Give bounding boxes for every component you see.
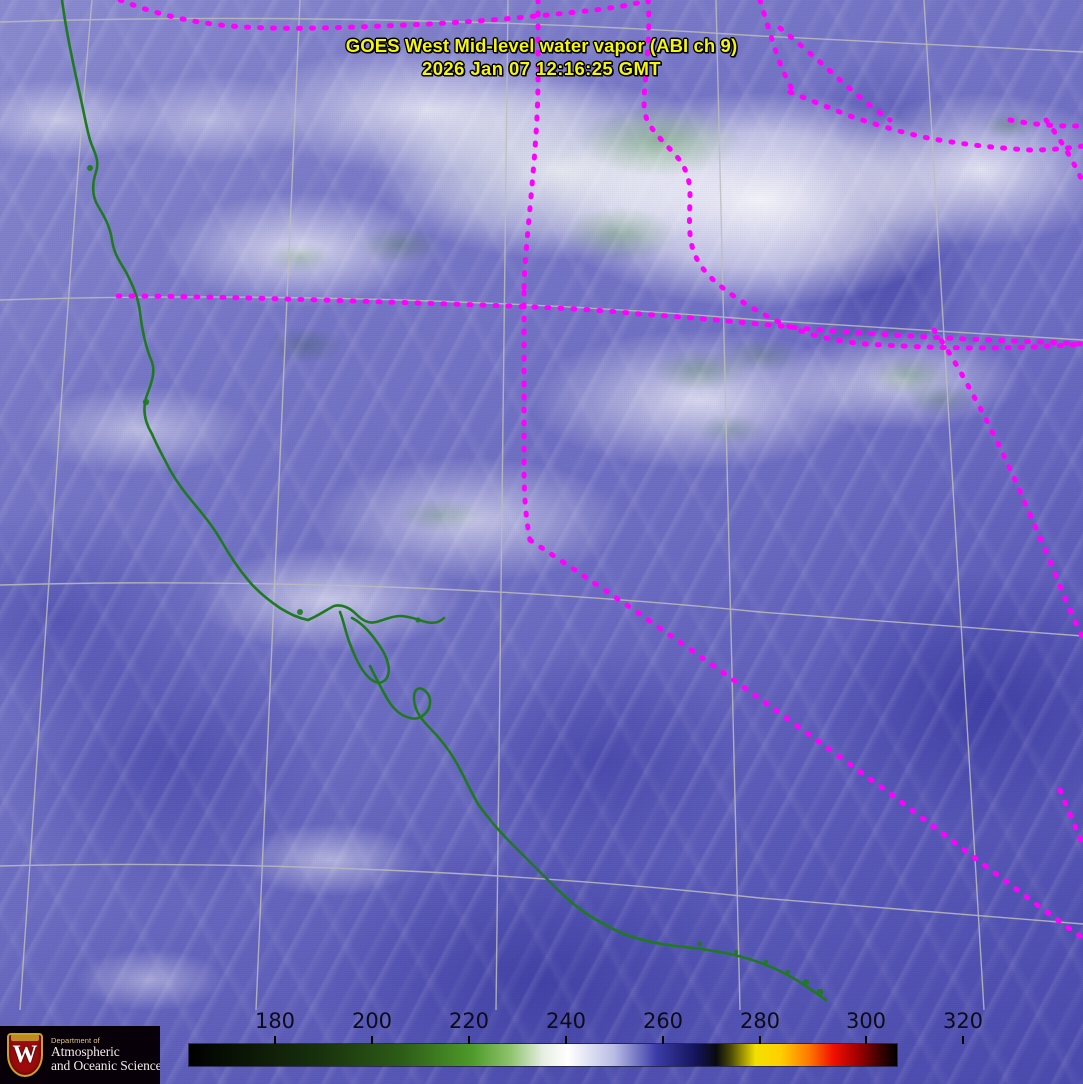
colorbar-tick-label: 180 <box>254 1009 296 1033</box>
border-arizona-utah <box>931 327 1083 641</box>
grid-parallel <box>0 863 1083 925</box>
border-montana-north <box>787 89 1083 153</box>
colorbar-tick-mark <box>662 1036 664 1044</box>
land-fleck <box>415 617 421 623</box>
uw-crest-icon: W <box>4 1031 46 1079</box>
colorbar-tick-label: 220 <box>448 1009 490 1033</box>
border-idaho-montana <box>641 0 1083 351</box>
colorbar-tick-mark <box>865 1036 867 1044</box>
colorbar-tick-label: 240 <box>545 1009 587 1033</box>
crest-banner-shape <box>11 1034 39 1041</box>
border-wyoming-west <box>757 0 799 99</box>
grid-parallel <box>0 17 1083 53</box>
grid-parallel <box>0 296 1083 341</box>
logo-name-line2: and Oceanic Sciences <box>51 1057 160 1073</box>
border-nevada-california <box>521 289 533 543</box>
political-borders <box>115 0 1083 941</box>
grid-parallel <box>0 582 1083 637</box>
grid-meridian <box>19 0 93 1011</box>
border-right-edge <box>1057 787 1083 849</box>
coastline-central-california <box>368 664 480 806</box>
colorbar-gradient <box>189 1044 897 1066</box>
colorbar-tick-mark <box>468 1036 470 1044</box>
land-fleck <box>803 979 809 985</box>
colorbar-tick-label: 280 <box>739 1009 781 1033</box>
coastline-pacific-northwest <box>60 0 155 436</box>
border-north-segment <box>777 25 893 123</box>
land-fleck <box>733 949 739 955</box>
grid-meridian <box>255 0 301 1011</box>
colorbar-tick-labels: 180 200 220 240 260 280 300 320 <box>0 1008 1083 1034</box>
land-fleck <box>763 959 769 965</box>
border-oregon-california <box>115 293 1083 347</box>
land-fleck <box>786 970 790 974</box>
sf-bay-inlet <box>338 610 391 684</box>
grid-meridian <box>495 0 509 1011</box>
grid-meridian <box>715 0 741 1011</box>
land-fleck <box>87 165 93 171</box>
logo-text-block: Department of Atmospheric and Oceanic Sc… <box>51 1035 160 1074</box>
land-feature-marks <box>87 165 824 996</box>
coastline-northern-california <box>150 432 310 622</box>
lat-lon-grid <box>0 0 1083 1011</box>
logo-dept-label: Department of <box>51 1035 100 1045</box>
coastline-baja-mexico <box>622 932 828 1002</box>
colorbar-tick-mark <box>962 1036 964 1044</box>
border-canada-us-north <box>117 0 651 31</box>
border-idaho-oregon <box>521 0 541 295</box>
land-fleck <box>142 398 150 406</box>
coastline-sf-bay <box>306 604 446 625</box>
crest-letter: W <box>12 1041 38 1068</box>
colorbar-tick-mark <box>759 1036 761 1044</box>
logo-name-line1: Atmospheric <box>51 1043 120 1059</box>
coastline-southern-california <box>476 802 626 936</box>
land-fleck <box>816 988 824 996</box>
colorbar-tick-mark <box>371 1036 373 1044</box>
land-fleck <box>697 941 703 947</box>
uw-madison-aos-logo: W Department of Atmospheric and Oceanic … <box>0 1026 160 1084</box>
land-fleck <box>297 609 303 615</box>
colorbar-tick-label: 260 <box>642 1009 684 1033</box>
colorbar-tick-marks <box>0 1036 1083 1044</box>
colorbar-tick-label: 200 <box>351 1009 393 1033</box>
colorbar-tick-label: 320 <box>942 1009 984 1033</box>
colorbar <box>188 1043 898 1067</box>
border-utah-colorado <box>1043 117 1083 185</box>
colorbar-tick-mark <box>274 1036 276 1044</box>
colorbar-tick-mark <box>565 1036 567 1044</box>
coastline <box>60 0 828 1002</box>
colorbar-tick-label: 300 <box>845 1009 887 1033</box>
